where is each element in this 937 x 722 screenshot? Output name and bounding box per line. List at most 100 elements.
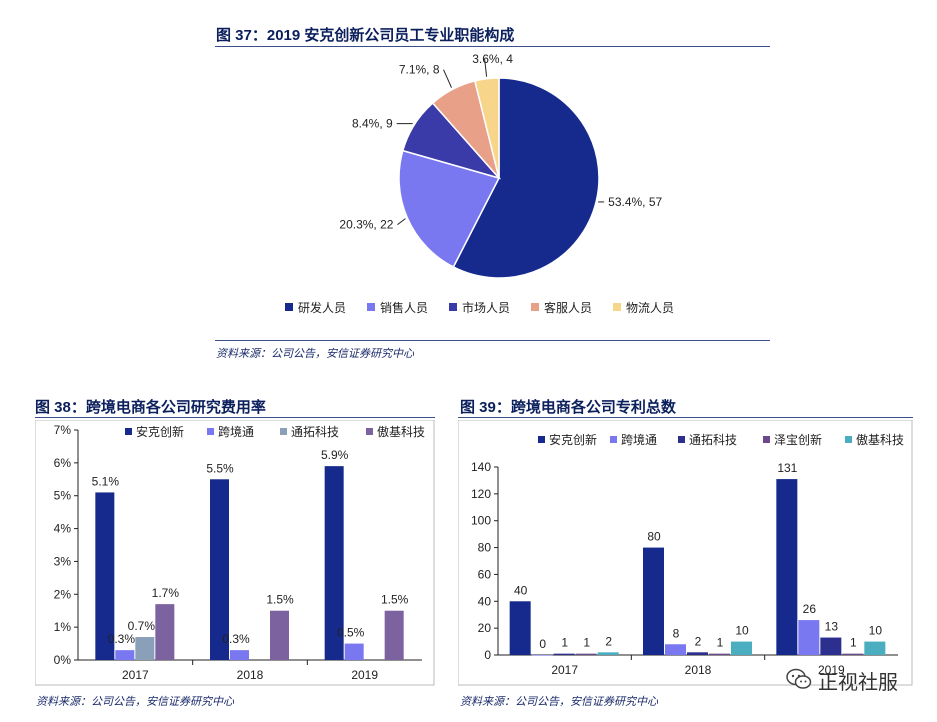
data-label-1-0: 0.3% [108,632,136,646]
legend-label-2: 通拓科技 [689,433,737,447]
bar-2-2 [820,637,842,655]
data-label-3-1: 1.5% [266,593,294,607]
data-label-0-0: 40 [514,583,528,597]
bar-3-1 [270,610,289,660]
data-label-0-1: 80 [647,530,661,544]
data-label-0-0: 5.1% [92,474,120,488]
legend-label-4: 物流人员 [626,301,674,315]
pie-leader-4 [484,58,488,77]
bar-2-0 [135,637,155,660]
fig37-title-rule [215,46,770,47]
legend-label-0: 研发人员 [298,300,346,315]
bar-0-1 [643,547,664,655]
data-label-4-2: 10 [869,624,883,638]
bar-3-2 [384,610,404,660]
y-tick-label-7: 7% [54,423,72,437]
legend-label-2: 市场人员 [462,300,510,315]
bar-1-1 [230,650,249,660]
y-tick-label-3: 60 [478,567,492,581]
fig37-source-rule [215,340,770,341]
y-tick-label-6: 6% [54,456,72,470]
fig38-source: 资料来源：公司公告，安信证券研究中心 [36,696,234,708]
legend-label-3: 泽宝创新 [774,432,822,447]
data-label-0-2: 131 [777,461,797,475]
data-label-3-2: 1 [850,636,857,650]
x-tick-label-1: 2018 [237,668,264,682]
y-tick-label-2: 40 [478,594,492,608]
legend-swatch-1 [610,436,617,443]
legend-swatch-2 [280,428,287,435]
data-label-2-0: 1 [561,636,568,650]
bar-4-2 [864,641,886,655]
data-label-3-0: 1 [583,636,590,650]
legend-swatch-2 [678,436,685,443]
bar-1-0 [531,655,553,656]
legend-label-4: 傲基科技 [856,432,904,447]
legend-swatch-2 [449,303,457,311]
legend-swatch-3 [366,428,373,435]
bar-0-2 [776,479,798,655]
x-tick-label-2: 2019 [818,663,845,677]
y-tick-label-0: 0% [54,653,72,667]
y-tick-label-5: 100 [471,514,491,528]
bar-4-0 [597,652,619,655]
data-label-1-2: 26 [803,602,817,616]
data-label-2-0: 0.7% [128,619,156,633]
pie-slice-4 [473,77,500,179]
bar-1-1 [665,644,686,655]
fig39-source: 资料来源：公司公告，安信证券研究中心 [460,696,658,708]
y-tick-label-5: 5% [54,489,72,503]
bar-3-2 [842,653,864,655]
data-label-3-2: 1.5% [381,593,409,607]
legend-swatch-0 [285,303,293,311]
pie-leader-1 [397,218,406,226]
bar-0-0 [509,601,531,655]
y-tick-label-2: 2% [54,587,72,601]
plot-frame [35,420,435,686]
data-label-3-0: 1.7% [152,586,180,600]
pie-slice-1 [398,149,501,268]
legend-swatch-0 [538,436,545,443]
legend-swatch-1 [367,303,375,311]
data-label-1-0: 0 [539,637,546,651]
data-label-2-1: 2 [695,634,702,648]
data-label-0-2: 5.9% [321,448,349,462]
y-tick-label-1: 1% [54,620,72,634]
legend-swatch-4 [845,436,852,443]
fig39-title: 图 39：跨境电商各公司专利总数 [460,399,676,416]
legend-swatch-0 [125,428,132,435]
data-label-0-1: 5.5% [206,461,234,475]
legend-label-0: 安克创新 [549,432,597,447]
bar-1-2 [344,643,364,660]
fig37-title: 图 37：2019 安克创新公司员工专业职能构成 [216,27,515,44]
pie-data-label-1: 20.3%, 22 [339,218,393,232]
legend-label-1: 跨境通 [621,432,657,447]
bar-chart-patents: 0 20 40 60 80 100 120 140 2017 40 0 1 1 2 2018 80 8 2 1 10 2… [458,420,913,686]
y-tick-label-3: 3% [54,554,72,568]
legend-label-1: 销售人员 [380,300,428,315]
legend-swatch-4 [613,303,621,311]
fig38-title-rule [35,417,435,418]
pie-leader-3 [443,69,452,88]
bar-2-0 [553,653,575,655]
bar-0-0 [95,492,115,660]
legend-label-3: 傲基科技 [377,424,425,439]
bar-0-2 [324,466,344,660]
plot-frame [458,420,913,686]
y-tick-label-4: 4% [54,522,72,536]
legend-label-1: 跨境通 [218,424,254,439]
bar-0-1 [210,479,229,660]
data-label-4-1: 10 [735,624,749,638]
legend-label-2: 通拓科技 [291,425,339,439]
legend-label-0: 安克创新 [136,424,184,439]
pie-slice-0 [452,77,600,279]
legend-swatch-1 [207,428,214,435]
y-tick-label-1: 20 [478,621,492,635]
bar-1-0 [115,650,135,660]
wechat-icon [786,668,812,690]
legend-swatch-3 [531,303,539,311]
data-label-3-1: 1 [717,636,724,650]
bar-3-0 [575,653,597,655]
legend-swatch-3 [763,436,770,443]
bar-3-1 [709,653,730,655]
